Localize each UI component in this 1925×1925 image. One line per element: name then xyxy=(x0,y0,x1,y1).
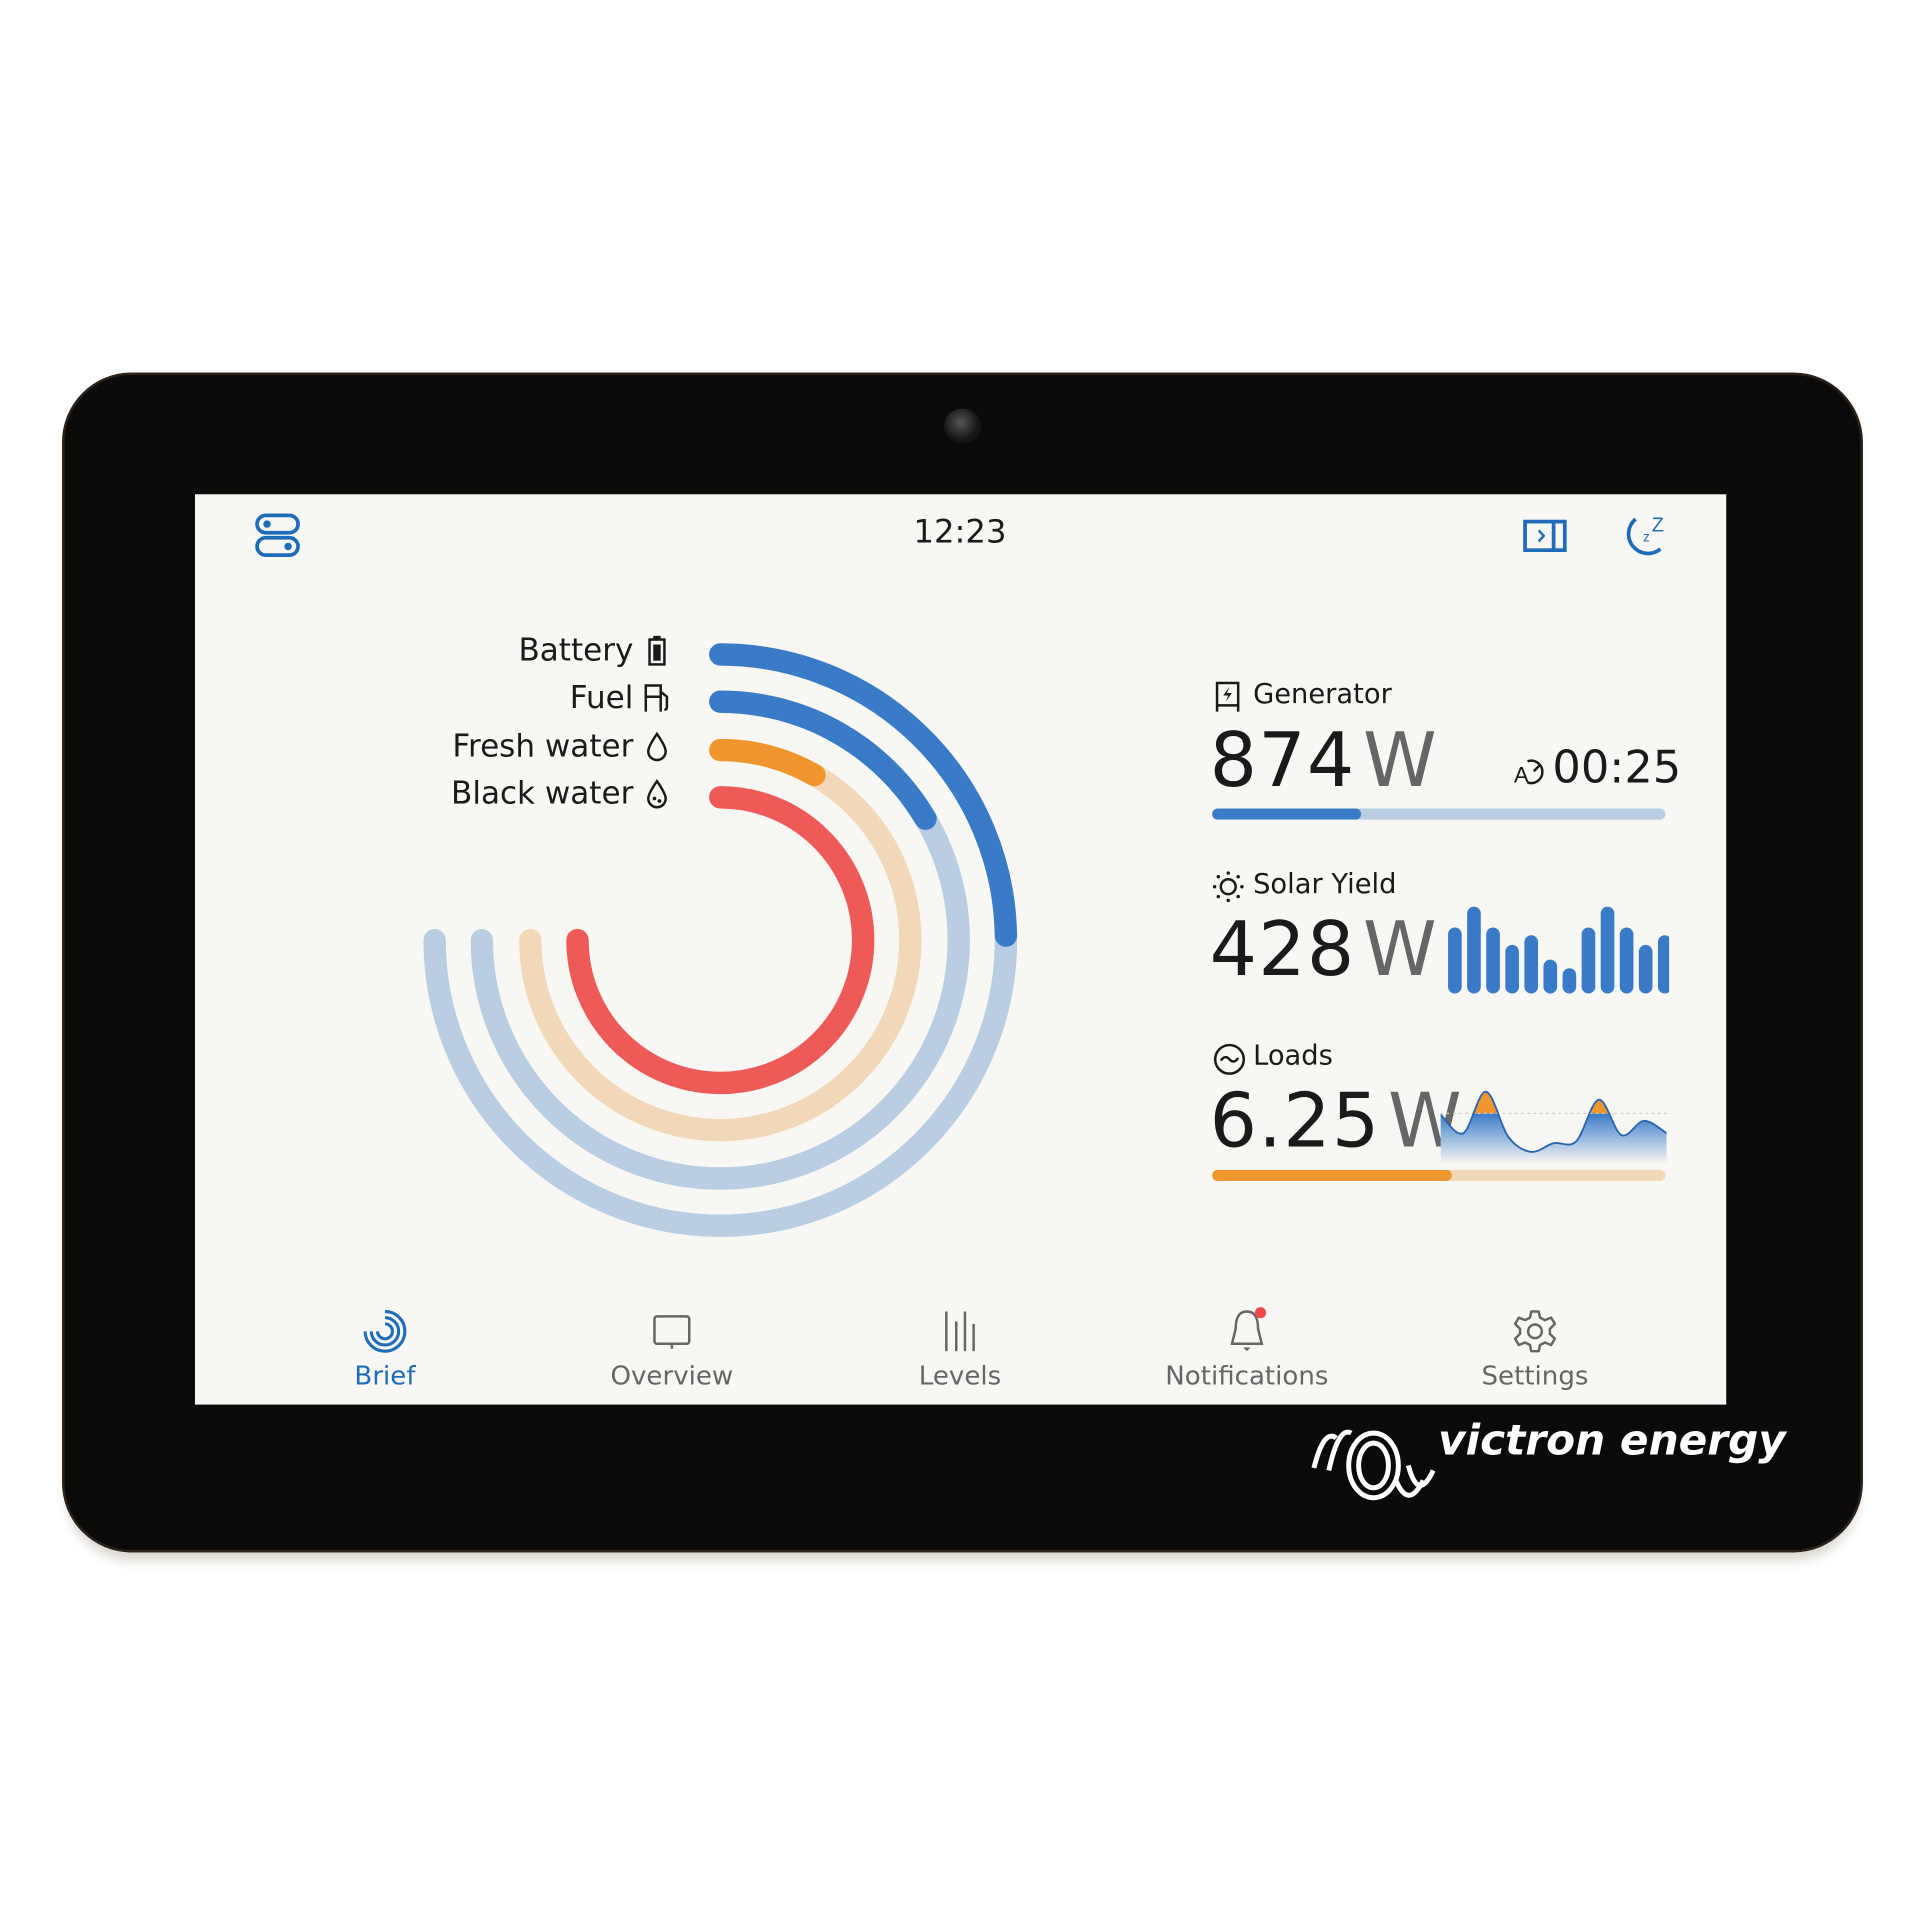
generator-progress xyxy=(1212,808,1666,820)
level-fill-0 xyxy=(709,643,1018,947)
nav-brief[interactable]: Brief xyxy=(273,1306,497,1391)
loads-label: Loads xyxy=(1253,1040,1333,1072)
loads-progress-fill xyxy=(1212,1169,1453,1182)
level-name: Battery xyxy=(518,632,634,669)
nav-overview[interactable]: Overview xyxy=(560,1306,784,1391)
auto-start-timer-icon: A xyxy=(1514,759,1544,787)
camera xyxy=(943,408,982,444)
nav-levels[interactable]: Levels xyxy=(848,1306,1072,1391)
nav-settings-label: Settings xyxy=(1481,1361,1589,1391)
battery-icon xyxy=(648,635,666,666)
solar-bar xyxy=(1505,944,1519,994)
generator-progress-fill xyxy=(1212,808,1362,820)
level-label-black-water: Black water xyxy=(451,775,671,811)
loads-value-number: 6.25 xyxy=(1209,1077,1381,1165)
solar-bar xyxy=(1638,944,1653,994)
solar-bar xyxy=(1448,927,1462,994)
sleep-moon-icon[interactable]: z Z xyxy=(1618,512,1668,562)
clock: 12:23 xyxy=(913,514,1007,552)
solar-bar xyxy=(1619,927,1634,994)
nav-notifications[interactable]: Notifications xyxy=(1135,1306,1359,1391)
level-name: Fuel xyxy=(569,679,634,716)
svg-text:z: z xyxy=(1643,529,1650,544)
level-label-fresh-water: Fresh water xyxy=(452,728,670,764)
svg-text:Z: Z xyxy=(1652,515,1664,537)
loads-area xyxy=(1440,1113,1667,1164)
levels-gauge xyxy=(423,643,1018,1237)
level-name: Black water xyxy=(451,774,634,811)
solar-label: Solar Yield xyxy=(1253,869,1397,901)
nav-overview-label: Overview xyxy=(610,1361,734,1391)
loads-progress xyxy=(1212,1169,1666,1182)
solar-bar xyxy=(1600,906,1615,994)
water-drop-icon xyxy=(647,731,667,761)
level-fill-1 xyxy=(709,690,937,830)
brand-logo-text: victron energy xyxy=(1438,1415,1786,1466)
level-fill-2 xyxy=(709,738,826,787)
loads-line xyxy=(1440,1090,1667,1153)
svg-text:A: A xyxy=(1514,762,1529,787)
generator-label: Generator xyxy=(1253,679,1392,711)
brief-rings-icon xyxy=(363,1309,407,1353)
sun-icon xyxy=(1212,871,1244,903)
victron-logo-mark xyxy=(1311,1429,1436,1501)
sidebar-panel-icon[interactable] xyxy=(1523,519,1568,554)
solar-bar xyxy=(1581,927,1596,994)
level-name: Fresh water xyxy=(452,727,634,764)
loads-peak-area xyxy=(1473,1091,1610,1114)
generator-value: 874 W xyxy=(1210,718,1438,805)
level-label-battery: Battery xyxy=(518,632,670,668)
ac-loads-icon xyxy=(1213,1043,1246,1075)
bell-icon xyxy=(1230,1307,1267,1352)
levels-bars-icon xyxy=(945,1311,975,1352)
notification-badge xyxy=(1254,1307,1267,1319)
solar-bar xyxy=(1524,935,1539,994)
overview-screen-icon xyxy=(653,1315,691,1349)
level-fill-3 xyxy=(566,786,875,1095)
solar-bar xyxy=(1562,968,1577,994)
fuel-pump-icon xyxy=(644,683,669,711)
solar-bar xyxy=(1486,927,1500,994)
level-track-2 xyxy=(519,738,922,1142)
solar-unit: W xyxy=(1363,906,1438,994)
solar-value-number: 428 xyxy=(1209,906,1356,994)
generator-icon xyxy=(1215,681,1240,712)
solar-value: 428 W xyxy=(1210,907,1438,994)
gear-icon xyxy=(1513,1310,1557,1353)
dirty-water-drop-icon xyxy=(647,778,667,808)
level-label-fuel: Fuel xyxy=(570,679,671,715)
nav-levels-label: Levels xyxy=(918,1361,1002,1391)
generator-value-number: 874 xyxy=(1209,717,1356,805)
nav-brief-label: Brief xyxy=(354,1361,416,1391)
solar-bar xyxy=(1657,935,1670,994)
loads-value: 6.25 W xyxy=(1210,1078,1463,1165)
solar-history-chart xyxy=(1448,906,1670,994)
nav-settings[interactable]: Settings xyxy=(1423,1306,1647,1391)
solar-bar xyxy=(1467,906,1481,994)
generator-timer: 00:25 xyxy=(1552,742,1682,794)
loads-history-chart xyxy=(1440,1090,1667,1164)
generator-unit: W xyxy=(1363,717,1438,805)
toggles-icon[interactable] xyxy=(255,513,302,560)
solar-bar xyxy=(1543,959,1558,994)
nav-notifications-label: Notifications xyxy=(1165,1361,1329,1391)
